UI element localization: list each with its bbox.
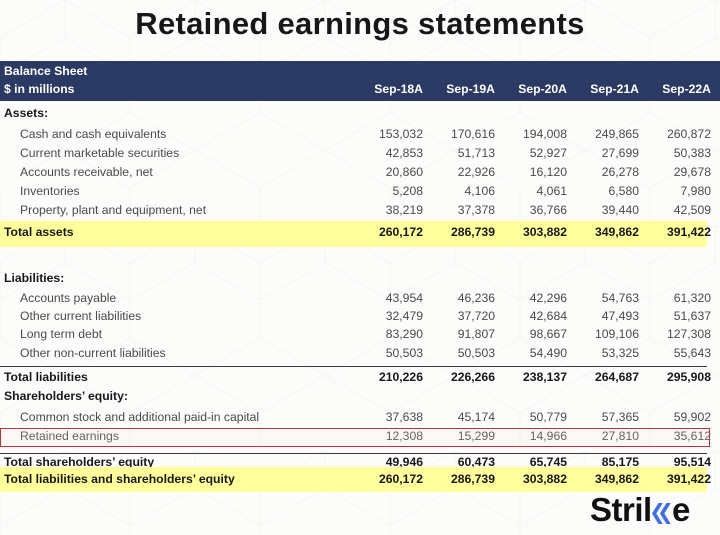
svg-text:Stril: Stril (590, 491, 652, 528)
svg-text:e: e (672, 491, 690, 528)
